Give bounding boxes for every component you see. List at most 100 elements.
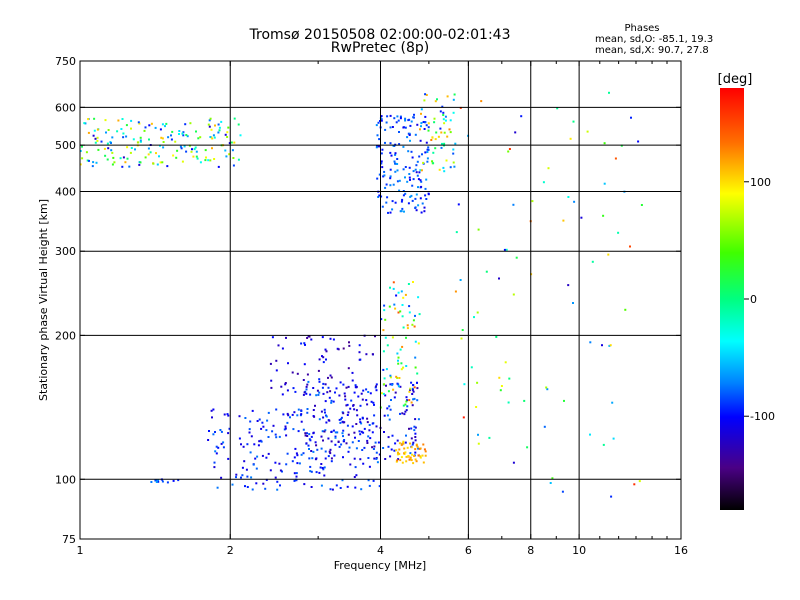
data-point — [377, 121, 380, 124]
data-point — [139, 136, 142, 139]
data-point — [405, 434, 407, 437]
data-point — [161, 480, 164, 483]
data-point — [310, 450, 313, 452]
data-point — [435, 131, 438, 134]
data-point — [305, 385, 308, 388]
data-point — [227, 414, 230, 417]
data-point — [397, 458, 400, 461]
data-point — [397, 385, 400, 388]
data-point — [342, 429, 345, 432]
data-point — [302, 452, 305, 455]
data-point — [79, 150, 82, 152]
data-point — [338, 445, 341, 448]
data-point — [350, 399, 353, 402]
data-point — [398, 179, 401, 182]
data-point — [310, 470, 313, 473]
data-point — [231, 149, 234, 152]
data-point — [383, 431, 385, 433]
data-point — [389, 211, 392, 214]
data-point — [440, 131, 443, 134]
data-point — [355, 423, 358, 425]
data-point — [573, 200, 576, 203]
data-point — [217, 446, 220, 449]
data-point — [460, 337, 463, 340]
y-tick-label: 600 — [55, 101, 76, 114]
data-point — [426, 160, 429, 163]
cluster-sporadic-150-200-km — [269, 334, 378, 396]
data-point — [253, 443, 256, 446]
data-point — [433, 117, 436, 120]
data-point — [320, 410, 323, 413]
data-point — [346, 485, 349, 488]
data-point — [308, 448, 310, 450]
data-point — [324, 450, 327, 453]
data-point — [265, 429, 268, 432]
data-point — [86, 159, 89, 162]
data-point — [353, 457, 356, 460]
data-point — [549, 482, 552, 484]
data-point — [267, 411, 270, 414]
data-point — [417, 342, 420, 345]
data-point — [92, 161, 95, 164]
data-point — [427, 146, 430, 149]
data-point — [320, 463, 323, 465]
data-point — [330, 401, 333, 404]
data-point — [414, 314, 416, 317]
data-point — [330, 460, 333, 463]
data-point — [278, 435, 281, 438]
data-point — [488, 436, 491, 439]
data-point — [284, 425, 287, 428]
data-point — [470, 366, 473, 369]
data-point — [217, 123, 220, 126]
data-point — [415, 460, 418, 463]
data-point — [88, 159, 90, 162]
data-point — [589, 433, 591, 436]
data-point — [383, 174, 386, 177]
data-point — [306, 373, 309, 376]
data-point — [152, 162, 155, 165]
data-point — [399, 310, 402, 313]
data-point — [404, 176, 406, 179]
data-point — [391, 126, 394, 128]
data-point — [138, 122, 141, 125]
data-point — [422, 461, 425, 464]
data-point — [195, 130, 197, 133]
y-tick-label: 100 — [55, 473, 76, 486]
data-point — [401, 412, 404, 415]
data-point — [355, 447, 358, 450]
data-point — [395, 375, 398, 378]
data-point — [113, 161, 116, 164]
data-point — [316, 389, 319, 392]
data-point — [424, 450, 427, 453]
data-point — [328, 396, 331, 399]
scatter-points — [79, 91, 643, 498]
data-point — [420, 108, 423, 111]
data-point — [306, 408, 309, 410]
data-point — [164, 125, 166, 128]
data-point — [241, 474, 244, 477]
data-point — [404, 192, 407, 195]
data-point — [385, 384, 387, 387]
data-point — [340, 416, 343, 419]
data-point — [396, 377, 399, 379]
data-point — [395, 460, 398, 463]
data-point — [122, 156, 125, 159]
data-point — [96, 139, 99, 142]
data-point — [416, 174, 419, 177]
data-point — [405, 396, 408, 399]
data-point — [331, 488, 334, 491]
data-point — [402, 442, 405, 445]
data-point — [416, 445, 419, 448]
data-point — [308, 438, 311, 441]
data-point — [498, 277, 500, 280]
data-point — [409, 178, 411, 181]
data-point — [333, 454, 336, 457]
data-point — [137, 121, 140, 124]
data-point — [354, 436, 356, 439]
data-point — [111, 136, 114, 139]
data-point — [371, 353, 374, 356]
data-point — [271, 430, 274, 433]
data-point — [424, 115, 427, 118]
data-point — [239, 134, 242, 137]
